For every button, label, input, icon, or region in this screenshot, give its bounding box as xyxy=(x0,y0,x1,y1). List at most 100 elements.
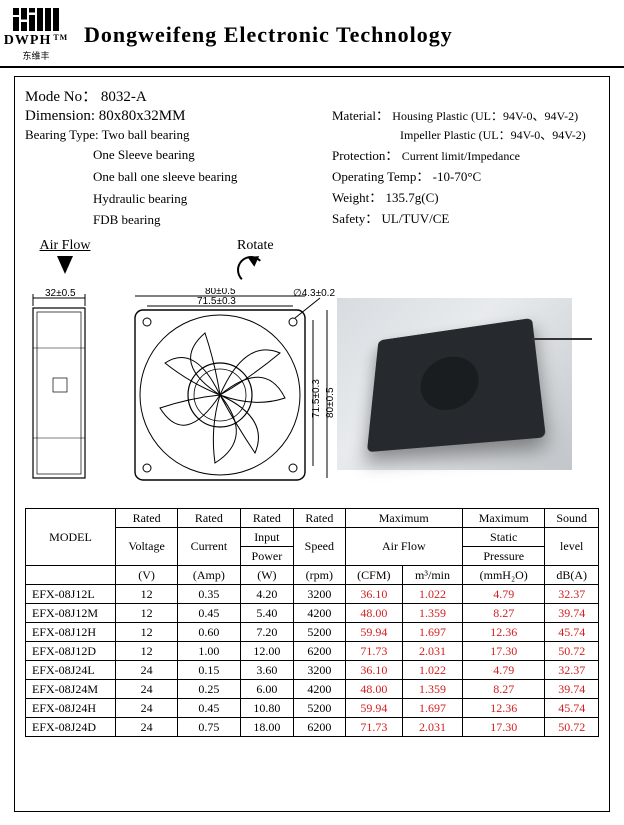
cell-m3: 2.031 xyxy=(403,718,463,737)
cell-rpm: 4200 xyxy=(294,604,345,623)
hdr-db-mid: level xyxy=(545,528,599,566)
cell-w: 10.80 xyxy=(240,699,293,718)
bearing-label: Bearing Type: xyxy=(25,127,99,142)
material-label: Material： xyxy=(332,108,389,123)
dimension-line: Dimension: 80x80x32MM xyxy=(25,108,292,125)
cell-rpm: 5200 xyxy=(294,623,345,642)
cell-cfm: 71.73 xyxy=(345,642,403,661)
cell-mmh2o: 17.30 xyxy=(462,642,544,661)
hdr-v-unit: (V) xyxy=(116,566,178,585)
cell-a: 0.45 xyxy=(178,699,240,718)
cell-mmh2o: 12.36 xyxy=(462,699,544,718)
cell-m3: 1.359 xyxy=(403,604,463,623)
table-row: EFX-08J24H240.4510.80520059.941.69712.36… xyxy=(26,699,599,718)
bearing-main: Two ball bearing xyxy=(102,127,190,142)
cell-model: EFX-08J24L xyxy=(26,661,116,680)
table-row: EFX-08J24D240.7518.00620071.732.03117.30… xyxy=(26,718,599,737)
spec-top-row: Mode No： 8032-A Dimension: 80x80x32MM Be… xyxy=(25,83,599,232)
weight-label: Weight： xyxy=(332,190,382,205)
safety-label: Safety： xyxy=(332,211,378,226)
cell-v: 12 xyxy=(116,642,178,661)
cell-v: 24 xyxy=(116,661,178,680)
cell-db: 50.72 xyxy=(545,718,599,737)
bearing-opt-1: One ball one sleeve bearing xyxy=(93,167,292,188)
table-header-row-4: (V) (Amp) (W) (rpm) (CFM) m³/min (mmH₂O)… xyxy=(26,566,599,585)
weight-line: Weight： 135.7g(C) xyxy=(332,187,599,206)
cell-cfm: 36.10 xyxy=(345,661,403,680)
cell-mmh2o: 17.30 xyxy=(462,718,544,737)
hdr-af-u2: m³/min xyxy=(403,566,463,585)
cell-cfm: 36.10 xyxy=(345,585,403,604)
protection-line: Protection： Current limit/Impedance xyxy=(332,145,599,164)
cell-rpm: 3200 xyxy=(294,661,345,680)
cell-mmh2o: 4.79 xyxy=(462,661,544,680)
cell-rpm: 6200 xyxy=(294,718,345,737)
fan-wire-icon xyxy=(532,338,592,340)
spec-table: MODEL Rated Rated Rated Rated Maximum Ma… xyxy=(25,508,599,737)
weight-value: 135.7g(C) xyxy=(385,190,438,205)
cell-w: 3.60 xyxy=(240,661,293,680)
safety-line: Safety： UL/TUV/CE xyxy=(332,208,599,227)
hdr-sp-unit: (mmH₂O) xyxy=(462,566,544,585)
table-row: EFX-08J24M240.256.00420048.001.3598.2739… xyxy=(26,680,599,699)
cell-v: 12 xyxy=(116,604,178,623)
cell-model: EFX-08J24H xyxy=(26,699,116,718)
hdr-af-mid: Air Flow xyxy=(345,528,462,566)
table-row: EFX-08J24L240.153.60320036.101.0224.7932… xyxy=(26,661,599,680)
hdr-w-mid2: Power xyxy=(240,547,293,566)
cell-model: EFX-08J12L xyxy=(26,585,116,604)
cell-w: 18.00 xyxy=(240,718,293,737)
cell-a: 0.60 xyxy=(178,623,240,642)
front-view-svg: 80±0.5 71.5±0.3 ∅4.3±0.2 71.5±0.3 80±0.5 xyxy=(115,288,351,498)
optemp-value: -10-70°C xyxy=(433,169,482,184)
bearing-options: One Sleeve bearing One ball one sleeve b… xyxy=(93,145,292,231)
fan-hub-icon xyxy=(419,353,479,413)
cell-db: 45.74 xyxy=(545,699,599,718)
spec-right-col: Material： Housing Plastic (UL：94V-0、94V-… xyxy=(332,83,599,232)
company-title: Dongweifeng Electronic Technology xyxy=(84,22,453,48)
cell-m3: 1.697 xyxy=(403,699,463,718)
brand-logo: DWPHTM 东维丰 xyxy=(12,8,60,62)
hdr-w-mid: Input xyxy=(240,528,293,547)
cell-db: 39.74 xyxy=(545,680,599,699)
cell-rpm: 6200 xyxy=(294,642,345,661)
dimension-value: 80x80x32MM xyxy=(99,108,186,124)
material-impeller: Impeller Plastic (UL：94V-0、94V-2) xyxy=(400,126,599,143)
cell-m3: 1.022 xyxy=(403,585,463,604)
cell-a: 1.00 xyxy=(178,642,240,661)
cell-model: EFX-08J12D xyxy=(26,642,116,661)
hdr-a-unit: (Amp) xyxy=(178,566,240,585)
cell-a: 0.15 xyxy=(178,661,240,680)
hdr-af-u1: (CFM) xyxy=(345,566,403,585)
material-line: Material： Housing Plastic (UL：94V-0、94V-… xyxy=(332,105,599,124)
cell-rpm: 4200 xyxy=(294,680,345,699)
table-row: EFX-08J12H120.607.20520059.941.69712.364… xyxy=(26,623,599,642)
brand-name: DWPHTM xyxy=(4,33,68,49)
page-header: DWPHTM 东维丰 Dongweifeng Electronic Techno… xyxy=(0,0,624,68)
dim-holepitch: 71.5±0.3 xyxy=(197,296,236,307)
cell-a: 0.75 xyxy=(178,718,240,737)
cell-mmh2o: 8.27 xyxy=(462,680,544,699)
hdr-rpm-unit: (rpm) xyxy=(294,566,345,585)
side-view-svg: 32±0.5 xyxy=(25,288,107,488)
dimension-label: Dimension: xyxy=(25,108,95,124)
fan-body-icon xyxy=(367,318,546,452)
cell-db: 50.72 xyxy=(545,642,599,661)
cell-v: 12 xyxy=(116,585,178,604)
cell-w: 12.00 xyxy=(240,642,293,661)
cell-cfm: 48.00 xyxy=(345,680,403,699)
cell-model: EFX-08J12M xyxy=(26,604,116,623)
cell-w: 4.20 xyxy=(240,585,293,604)
optemp-label: Operating Temp： xyxy=(332,169,429,184)
table-row: EFX-08J12L120.354.20320036.101.0224.7932… xyxy=(26,585,599,604)
cell-mmh2o: 8.27 xyxy=(462,604,544,623)
cell-model: EFX-08J24M xyxy=(26,680,116,699)
mode-line: Mode No： 8032-A xyxy=(25,85,292,106)
cell-cfm: 59.94 xyxy=(345,699,403,718)
protection-value: Current limit/Impedance xyxy=(402,149,520,163)
drawings-row: 32±0.5 80±0.5 71.5±0.3 ∅4.3±0.2 71.5±0.3 xyxy=(25,288,599,502)
table-body: EFX-08J12L120.354.20320036.101.0224.7932… xyxy=(26,585,599,737)
bearing-line: Bearing Type: Two ball bearing xyxy=(25,127,292,143)
cell-v: 24 xyxy=(116,680,178,699)
dim-holedia: ∅4.3±0.2 xyxy=(293,288,335,299)
